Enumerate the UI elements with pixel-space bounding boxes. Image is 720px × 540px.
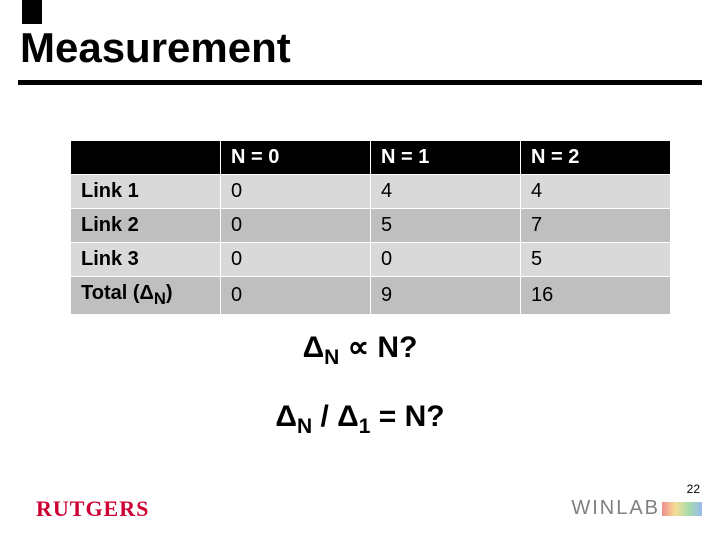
measurement-table: N = 0 N = 1 N = 2 Link 1 0 4 4 Link 2 0 …: [70, 140, 671, 315]
page-title: Measurement: [20, 24, 291, 72]
table-cell: 16: [521, 277, 671, 315]
row-label: Link 1: [71, 175, 221, 209]
formula-proportional: ΔN ∝ N?: [0, 330, 720, 370]
table-body: Link 1 0 4 4 Link 2 0 5 7 Link 3 0 0 5: [71, 175, 671, 315]
title-underline: [18, 80, 702, 85]
table-header-cell: N = 1: [371, 141, 521, 175]
rutgers-logo: RUTGERS: [36, 496, 149, 522]
table-cell: 4: [521, 175, 671, 209]
table-header-cell: N = 0: [221, 141, 371, 175]
table-cell: 0: [221, 277, 371, 315]
table-cell: 4: [371, 175, 521, 209]
row-label-total: Total (ΔN): [71, 277, 221, 315]
measurement-table-wrap: N = 0 N = 1 N = 2 Link 1 0 4 4 Link 2 0 …: [70, 140, 670, 315]
winlab-label: WINLAB: [571, 497, 660, 520]
table-cell: 5: [521, 243, 671, 277]
table-cell: 5: [371, 209, 521, 243]
table-row: Link 1 0 4 4: [71, 175, 671, 209]
footer: RUTGERS WINLAB 22: [0, 482, 720, 522]
table-cell: 0: [221, 209, 371, 243]
row-label: Link 2: [71, 209, 221, 243]
table-cell: 9: [371, 277, 521, 315]
table-header-blank: [71, 141, 221, 175]
formula-ratio: ΔN / Δ1 = N?: [0, 400, 720, 439]
table-cell: 0: [221, 243, 371, 277]
slide: Measurement N = 0 N = 1 N = 2 Link 1 0 4: [0, 0, 720, 540]
row-label: Link 3: [71, 243, 221, 277]
table-row: Link 2 0 5 7: [71, 209, 671, 243]
table-cell: 0: [371, 243, 521, 277]
header-accent-bar: [22, 0, 42, 24]
table-row: Total (ΔN) 0 9 16: [71, 277, 671, 315]
table-cell: 0: [221, 175, 371, 209]
table-header-cell: N = 2: [521, 141, 671, 175]
table-header: N = 0 N = 1 N = 2: [71, 141, 671, 175]
page-number: 22: [687, 482, 700, 496]
table-row: Link 3 0 0 5: [71, 243, 671, 277]
winlab-color-bar: [662, 502, 702, 516]
table-cell: 7: [521, 209, 671, 243]
